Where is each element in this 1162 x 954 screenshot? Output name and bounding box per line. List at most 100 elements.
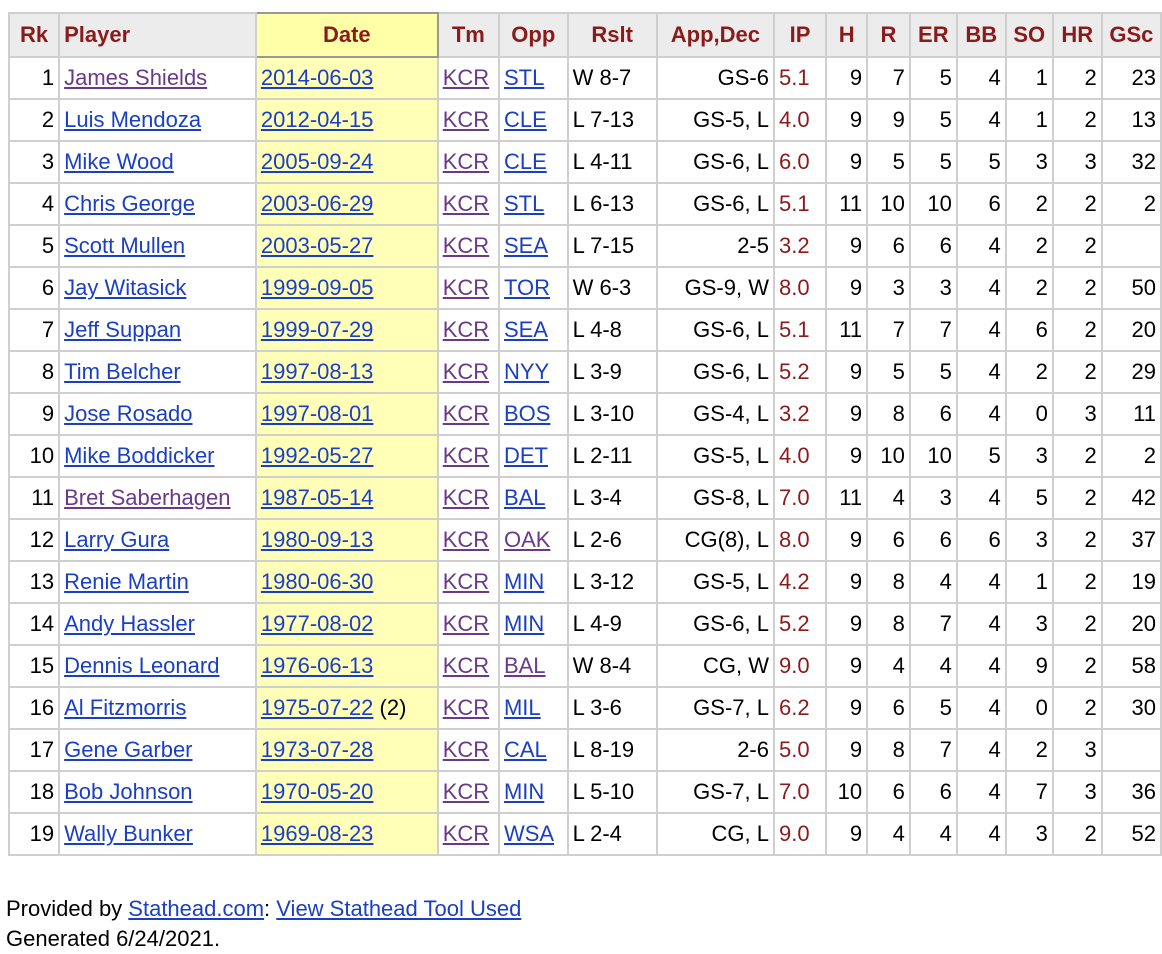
player-link[interactable]: Luis Mendoza bbox=[64, 107, 202, 132]
opponent-link[interactable]: CLE bbox=[503, 149, 547, 174]
player-link[interactable]: Gene Garber bbox=[64, 737, 193, 762]
team-link[interactable]: KCR bbox=[442, 233, 490, 258]
opponent-link[interactable]: BAL bbox=[503, 485, 546, 510]
col-header-so[interactable]: SO bbox=[1004, 12, 1054, 58]
opponent-link[interactable]: BOS bbox=[503, 401, 551, 426]
team-link[interactable]: KCR bbox=[442, 359, 490, 384]
opponent-link[interactable]: STL bbox=[503, 191, 545, 216]
view-tool-link[interactable]: View Stathead Tool Used bbox=[276, 896, 522, 921]
col-header-ip[interactable]: IP bbox=[772, 12, 828, 58]
game-date-link[interactable]: 2012-04-15 bbox=[260, 107, 374, 132]
opponent-link[interactable]: MIL bbox=[503, 695, 541, 720]
opponent-link[interactable]: MIN bbox=[503, 611, 545, 636]
player-link[interactable]: Chris George bbox=[64, 191, 195, 216]
col-header-opp[interactable]: Opp bbox=[497, 12, 569, 58]
opponent-link[interactable]: DET bbox=[503, 443, 548, 468]
team-link[interactable]: KCR bbox=[442, 275, 490, 300]
date-cell: 1977-08-02 bbox=[254, 602, 439, 646]
opponent-link[interactable]: OAK bbox=[503, 527, 551, 552]
game-date-link[interactable]: 2005-09-24 bbox=[260, 149, 374, 174]
opponent-link[interactable]: CAL bbox=[503, 737, 547, 762]
player-link[interactable]: Jay Witasick bbox=[64, 275, 187, 300]
opponent-cell: DET bbox=[497, 434, 569, 478]
opponent-link[interactable]: STL bbox=[503, 65, 545, 90]
player-link[interactable]: Dennis Leonard bbox=[64, 653, 220, 678]
player-link[interactable]: Larry Gura bbox=[64, 527, 170, 552]
game-date-link[interactable]: 1976-06-13 bbox=[260, 653, 374, 678]
game-date-link[interactable]: 1999-09-05 bbox=[260, 275, 374, 300]
col-header-tm[interactable]: Tm bbox=[436, 12, 500, 58]
col-header-date[interactable]: Date bbox=[254, 12, 439, 58]
player-link[interactable]: Renie Martin bbox=[64, 569, 189, 594]
game-date-link[interactable]: 1975-07-22 bbox=[260, 695, 374, 720]
player-link[interactable]: Jeff Suppan bbox=[64, 317, 182, 342]
game-date-link[interactable]: 1997-08-01 bbox=[260, 401, 374, 426]
player-link[interactable]: Scott Mullen bbox=[64, 233, 186, 258]
team-link[interactable]: KCR bbox=[442, 107, 490, 132]
player-link[interactable]: Mike Wood bbox=[64, 149, 174, 174]
col-header-rk[interactable]: Rk bbox=[7, 12, 61, 58]
player-link[interactable]: Mike Boddicker bbox=[64, 443, 215, 468]
game-date-link[interactable]: 1999-07-29 bbox=[260, 317, 374, 342]
opponent-link[interactable]: SEA bbox=[503, 233, 548, 258]
game-date-link[interactable]: 1992-05-27 bbox=[260, 443, 374, 468]
opponent-link[interactable]: BAL bbox=[503, 653, 546, 678]
team-link[interactable]: KCR bbox=[442, 653, 490, 678]
col-header-hr[interactable]: HR bbox=[1051, 12, 1103, 58]
col-header-app-dec[interactable]: App,Dec bbox=[655, 12, 775, 58]
team-cell: KCR bbox=[436, 392, 500, 436]
home-runs-cell: 2 bbox=[1051, 266, 1103, 310]
game-date-link[interactable]: 1980-09-13 bbox=[260, 527, 374, 552]
game-date-link[interactable]: 1970-05-20 bbox=[260, 779, 374, 804]
opponent-link[interactable]: CLE bbox=[503, 107, 547, 132]
team-link[interactable]: KCR bbox=[442, 569, 490, 594]
player-link[interactable]: Jose Rosado bbox=[64, 401, 193, 426]
team-link[interactable]: KCR bbox=[442, 737, 490, 762]
game-date-link[interactable]: 1969-08-23 bbox=[260, 821, 374, 846]
col-header-er[interactable]: ER bbox=[908, 12, 958, 58]
col-header-h[interactable]: H bbox=[825, 12, 869, 58]
game-date-link[interactable]: 2003-06-29 bbox=[260, 191, 374, 216]
team-link[interactable]: KCR bbox=[442, 443, 490, 468]
team-link[interactable]: KCR bbox=[442, 611, 490, 636]
col-header-r[interactable]: R bbox=[866, 12, 911, 58]
player-link[interactable]: Tim Belcher bbox=[64, 359, 181, 384]
col-header-rslt[interactable]: Rslt bbox=[566, 12, 658, 58]
team-link[interactable]: KCR bbox=[442, 821, 490, 846]
game-date-link[interactable]: 1987-05-14 bbox=[260, 485, 374, 510]
game-date-link[interactable]: 1980-06-30 bbox=[260, 569, 374, 594]
col-header-gsc[interactable]: GSc bbox=[1100, 12, 1162, 58]
result-cell: L 2-11 bbox=[566, 434, 658, 478]
opponent-link[interactable]: WSA bbox=[503, 821, 555, 846]
opponent-link[interactable]: MIN bbox=[503, 779, 545, 804]
stathead-link[interactable]: Stathead.com bbox=[128, 896, 265, 921]
player-link[interactable]: Bob Johnson bbox=[64, 779, 193, 804]
team-link[interactable]: KCR bbox=[442, 317, 490, 342]
game-date-link[interactable]: 2014-06-03 bbox=[260, 65, 374, 90]
col-header-player[interactable]: Player bbox=[58, 12, 257, 58]
team-link[interactable]: KCR bbox=[442, 527, 490, 552]
team-link[interactable]: KCR bbox=[442, 65, 490, 90]
game-date-link[interactable]: 2003-05-27 bbox=[260, 233, 374, 258]
col-header-bb[interactable]: BB bbox=[955, 12, 1007, 58]
opponent-link[interactable]: MIN bbox=[503, 569, 545, 594]
player-link[interactable]: James Shields bbox=[64, 65, 208, 90]
player-link[interactable]: Bret Saberhagen bbox=[64, 485, 231, 510]
game-date-link[interactable]: 1973-07-28 bbox=[260, 737, 374, 762]
game-date-link[interactable]: 1977-08-02 bbox=[260, 611, 374, 636]
opponent-link[interactable]: TOR bbox=[503, 275, 550, 300]
player-link[interactable]: Andy Hassler bbox=[64, 611, 195, 636]
team-link[interactable]: KCR bbox=[442, 401, 490, 426]
team-link[interactable]: KCR bbox=[442, 779, 490, 804]
player-link[interactable]: Al Fitzmorris bbox=[64, 695, 187, 720]
team-link[interactable]: KCR bbox=[442, 485, 490, 510]
game-date-link[interactable]: 1997-08-13 bbox=[260, 359, 374, 384]
opponent-link[interactable]: NYY bbox=[503, 359, 550, 384]
opponent-link[interactable]: SEA bbox=[503, 317, 548, 342]
team-link[interactable]: KCR bbox=[442, 695, 490, 720]
team-link[interactable]: KCR bbox=[442, 149, 490, 174]
player-cell: Jay Witasick bbox=[58, 266, 257, 310]
player-link[interactable]: Wally Bunker bbox=[64, 821, 193, 846]
table-body: 1 James Shields 2014-06-03 KCR STL W 8-7 GS-6 5… bbox=[7, 56, 1162, 856]
team-link[interactable]: KCR bbox=[442, 191, 490, 216]
